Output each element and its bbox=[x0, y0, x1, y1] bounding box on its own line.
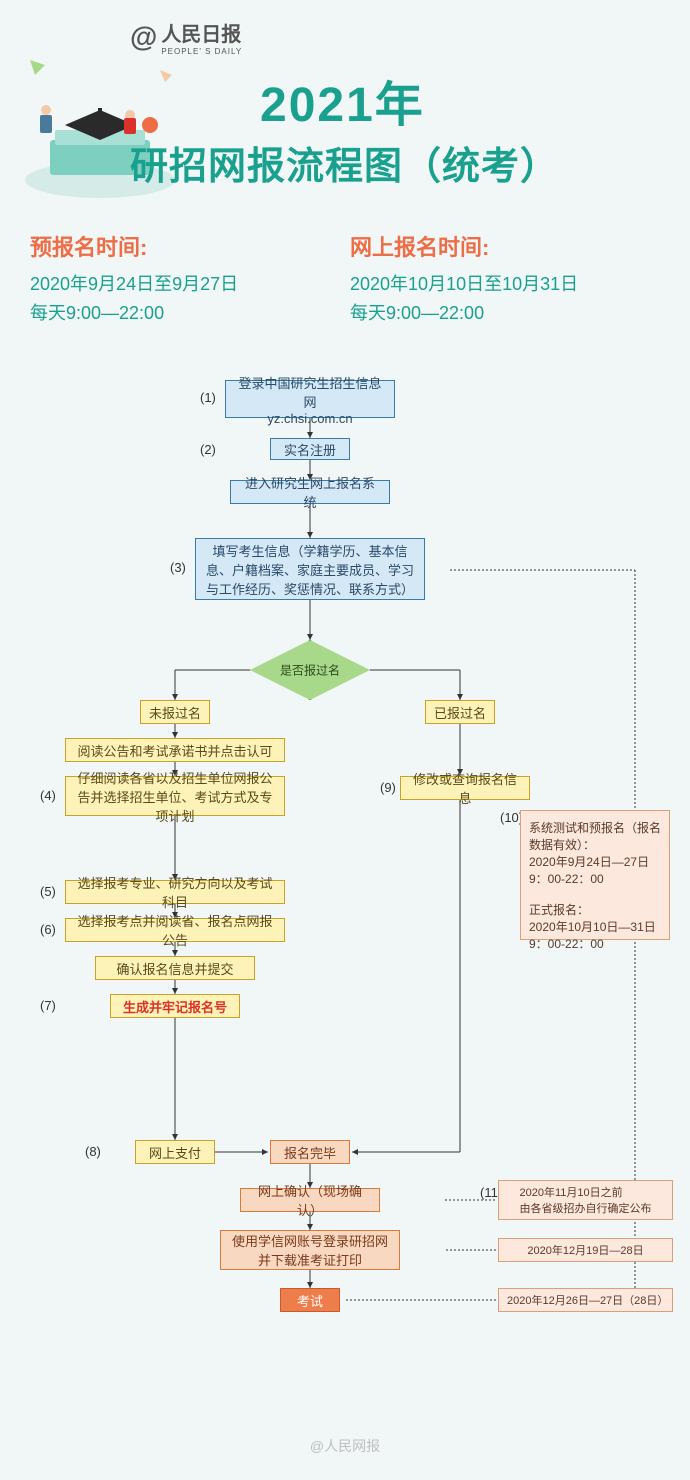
step-7-num: (7) bbox=[40, 998, 56, 1013]
pre-hours: 每天9:00—22:00 bbox=[30, 299, 350, 328]
watermark: @人民网报 bbox=[310, 1436, 380, 1456]
side-note-download: 2020年12月19日—28日 bbox=[498, 1238, 673, 1262]
online-heading: 网上报名时间: bbox=[350, 230, 670, 262]
decision-label: 是否报过名 bbox=[280, 662, 340, 679]
header-illustration bbox=[10, 40, 190, 220]
step-6-num: (6) bbox=[40, 922, 56, 937]
step-2-num: (2) bbox=[200, 442, 216, 457]
node-exam: 考试 bbox=[280, 1288, 340, 1312]
node-select-major: 选择报考专业、研究方向以及考试科目 bbox=[65, 880, 285, 904]
node-gen-number: 生成并牢记报名号 bbox=[110, 994, 240, 1018]
node-read-detail: 仔细阅读各省以及招生单位网报公告并选择招生单位、考试方式及专项计划 bbox=[65, 776, 285, 816]
node-confirm-onsite: 网上确认（现场确认） bbox=[240, 1188, 380, 1212]
node-download: 使用学信网账号登录研招网并下载准考证打印 bbox=[220, 1230, 400, 1270]
node-pay: 网上支付 bbox=[135, 1140, 215, 1164]
side-note-11: 2020年11月10日之前 由各省级招办自行确定公布 bbox=[498, 1180, 673, 1220]
step-8-num: (8) bbox=[85, 1144, 101, 1159]
step-4-num: (4) bbox=[40, 788, 56, 803]
side-note-10: 系统测试和预报名（报名数据有效）： 2020年9月24日—27日 9：00-22… bbox=[520, 810, 670, 940]
node-enter: 进入研究生网上报名系统 bbox=[230, 480, 390, 504]
side-note-exam: 2020年12月26日—27日（28日） bbox=[498, 1288, 673, 1312]
node-confirm-submit: 确认报名信息并提交 bbox=[95, 956, 255, 980]
node-modify: 修改或查询报名信息 bbox=[400, 776, 530, 800]
node-done: 报名完毕 bbox=[270, 1140, 350, 1164]
step-3-num: (3) bbox=[170, 560, 186, 575]
title-main: 研招网报流程图（统考） bbox=[130, 135, 559, 190]
node-select-point: 选择报考点并阅读省、报名点网报公告 bbox=[65, 918, 285, 942]
online-range: 2020年10月10日至10月31日 bbox=[350, 270, 670, 299]
step-1-num: (1) bbox=[200, 390, 216, 405]
step-9-num: (9) bbox=[380, 780, 396, 795]
dates-section: 预报名时间: 2020年9月24日至9月27日 每天9:00—22:00 网上报… bbox=[30, 230, 670, 328]
pre-registration-dates: 预报名时间: 2020年9月24日至9月27日 每天9:00—22:00 bbox=[30, 230, 350, 328]
pre-heading: 预报名时间: bbox=[30, 230, 350, 262]
title-year: 2021年 bbox=[260, 65, 425, 135]
node-fill: 填写考生信息（学籍学历、基本信息、户籍档案、家庭主要成员、学习与工作经历、奖惩情… bbox=[195, 538, 425, 600]
node-login: 登录中国研究生招生信息网 yz.chsi.com.cn bbox=[225, 380, 395, 418]
online-hours: 每天9:00—22:00 bbox=[350, 299, 670, 328]
pre-range: 2020年9月24日至9月27日 bbox=[30, 270, 350, 299]
online-registration-dates: 网上报名时间: 2020年10月10日至10月31日 每天9:00—22:00 bbox=[350, 230, 670, 328]
node-read-notice: 阅读公告和考试承诺书并点击认可 bbox=[65, 738, 285, 762]
branch-yes: 已报过名 bbox=[425, 700, 495, 724]
branch-no: 未报过名 bbox=[140, 700, 210, 724]
step-5-num: (5) bbox=[40, 884, 56, 899]
node-decision: 是否报过名 bbox=[250, 640, 370, 700]
node-register: 实名注册 bbox=[270, 438, 350, 460]
